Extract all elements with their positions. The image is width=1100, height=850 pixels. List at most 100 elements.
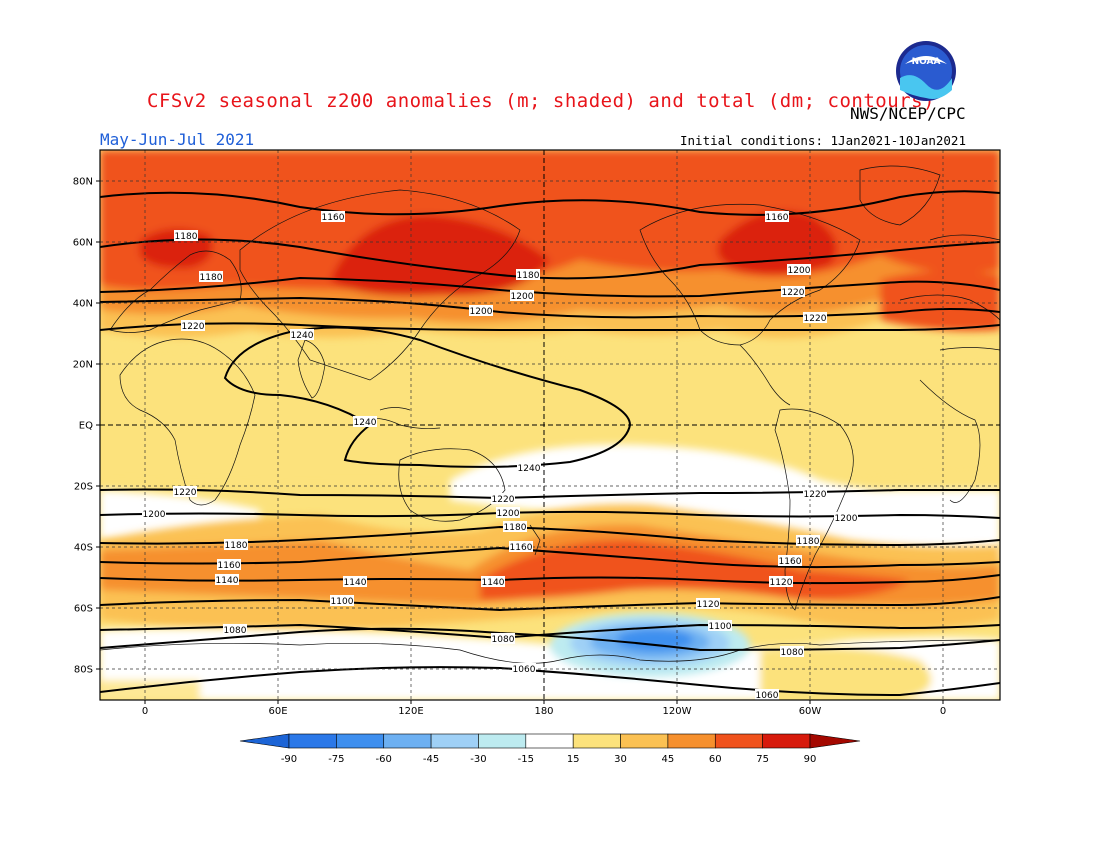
- colorbar-box: [430, 733, 479, 749]
- svg-text:1220: 1220: [182, 322, 205, 332]
- svg-text:1200: 1200: [835, 514, 858, 524]
- contour-label: 1140: [215, 574, 239, 586]
- lat-label: 80N: [73, 177, 93, 188]
- lat-label: 40N: [73, 299, 93, 310]
- lon-label: 60E: [268, 706, 287, 717]
- contour-label: 1200: [787, 264, 811, 276]
- lat-label: 60N: [73, 238, 93, 249]
- svg-text:1220: 1220: [804, 314, 827, 324]
- latitude-axis: 80N 60N 40N 20N EQ 20S 40S 60S 80S: [73, 177, 100, 676]
- coastlines: [100, 165, 1000, 664]
- contour-label: 1180: [174, 230, 198, 242]
- contour-label: 1220: [803, 488, 827, 500]
- contour-label: 1080: [491, 633, 515, 645]
- colorbar-box: [572, 733, 621, 749]
- lon-label: 120E: [398, 706, 423, 717]
- colorbar-tick-label: -60: [376, 754, 392, 765]
- colorbar-tick-label: -45: [423, 754, 439, 765]
- svg-text:1160: 1160: [779, 557, 802, 567]
- lon-label: 180: [534, 706, 553, 717]
- svg-text:1200: 1200: [470, 307, 493, 317]
- contour-label: 1220: [803, 312, 827, 324]
- grid-lines: [100, 150, 1000, 700]
- svg-text:1220: 1220: [782, 288, 805, 298]
- svg-text:1200: 1200: [511, 292, 534, 302]
- svg-text:1180: 1180: [517, 271, 540, 281]
- contour-label: 1120: [696, 598, 720, 610]
- chart-title: CFSv2 seasonal z200 anomalies (m; shaded…: [147, 90, 935, 112]
- svg-text:1120: 1120: [770, 578, 793, 588]
- svg-text:1060: 1060: [513, 665, 536, 675]
- contour-label: 1220: [181, 320, 205, 332]
- contour-label: 1060: [755, 689, 779, 701]
- svg-text:1160: 1160: [766, 213, 789, 223]
- contour-label: 1240: [290, 329, 314, 341]
- colorbar-tick-label: -15: [518, 754, 534, 765]
- svg-text:1140: 1140: [344, 578, 367, 588]
- svg-text:1160: 1160: [322, 213, 345, 223]
- colorbar-box: [336, 733, 385, 749]
- colorbar-box: [762, 733, 811, 749]
- svg-text:1060: 1060: [756, 691, 779, 701]
- svg-text:1200: 1200: [143, 510, 166, 520]
- lat-label: 20N: [73, 360, 93, 371]
- colorbar-box: [383, 733, 432, 749]
- svg-text:1220: 1220: [492, 495, 515, 505]
- colorbar-box: [620, 733, 669, 749]
- lat-label: 40S: [74, 543, 93, 554]
- svg-text:1200: 1200: [788, 266, 811, 276]
- lat-label: 60S: [74, 604, 93, 615]
- svg-text:1100: 1100: [331, 597, 354, 607]
- svg-text:1100: 1100: [709, 622, 732, 632]
- contour-label: 1240: [517, 462, 541, 474]
- contour-label: 1120: [769, 576, 793, 588]
- colorbar-box: [714, 733, 763, 749]
- contour-label: 1160: [321, 211, 345, 223]
- colorbar-tick-label: 45: [662, 754, 675, 765]
- colorbar-left-arrow: [239, 733, 290, 749]
- forecast-period: May-Jun-Jul 2021: [100, 130, 255, 149]
- contour-label: 1200: [142, 508, 166, 520]
- contour-label: 1180: [199, 271, 223, 283]
- svg-text:1180: 1180: [797, 537, 820, 547]
- contour-labels: 1160 1180 1160 1180 1200 1180 1200 1220 1200 1220…: [142, 211, 858, 701]
- contour-label: 1100: [708, 620, 732, 632]
- contour-label: 1200: [496, 507, 520, 519]
- colorbar-tick-label: -30: [470, 754, 486, 765]
- initial-conditions: Initial conditions: 1Jan2021-10Jan2021: [680, 133, 966, 148]
- contour-label: 1140: [343, 576, 367, 588]
- colorbar-tick-label: -75: [328, 754, 344, 765]
- lat-label: EQ: [79, 421, 93, 432]
- colorbar-box: [288, 733, 337, 749]
- colorbar-tick-label: 60: [709, 754, 722, 765]
- height-contours: [100, 190, 1000, 697]
- svg-text:1180: 1180: [504, 523, 527, 533]
- contour-label: 1180: [503, 521, 527, 533]
- equator-dateline: [100, 150, 1000, 700]
- svg-text:1240: 1240: [354, 418, 377, 428]
- logo-text: NOAA: [912, 57, 941, 67]
- svg-text:1180: 1180: [225, 541, 248, 551]
- svg-text:1080: 1080: [781, 648, 804, 658]
- contour-label: 1160: [778, 555, 802, 567]
- contour-label: 1180: [224, 539, 248, 551]
- colorbar-tick-label: -90: [281, 754, 297, 765]
- lon-label: 120W: [663, 706, 692, 717]
- colorbar-tick-label: 15: [567, 754, 580, 765]
- svg-text:1160: 1160: [218, 561, 241, 571]
- contour-label: 1080: [223, 624, 247, 636]
- colorbar-box: [478, 733, 527, 749]
- lon-label: 0: [142, 706, 148, 717]
- contour-label: 1160: [765, 211, 789, 223]
- svg-text:1160: 1160: [510, 543, 533, 553]
- colorbar-tick-label: 90: [804, 754, 817, 765]
- lat-label: 80S: [74, 665, 93, 676]
- svg-text:1140: 1140: [216, 576, 239, 586]
- contour-label: 1220: [491, 493, 515, 505]
- colorbar: -90 -75 -60 -45 -30 -15 15 30 45 60 75 90: [239, 733, 861, 765]
- contour-label: 1200: [469, 305, 493, 317]
- contour-label: 1160: [217, 559, 241, 571]
- colorbar-box: [667, 733, 716, 749]
- svg-text:1120: 1120: [697, 600, 720, 610]
